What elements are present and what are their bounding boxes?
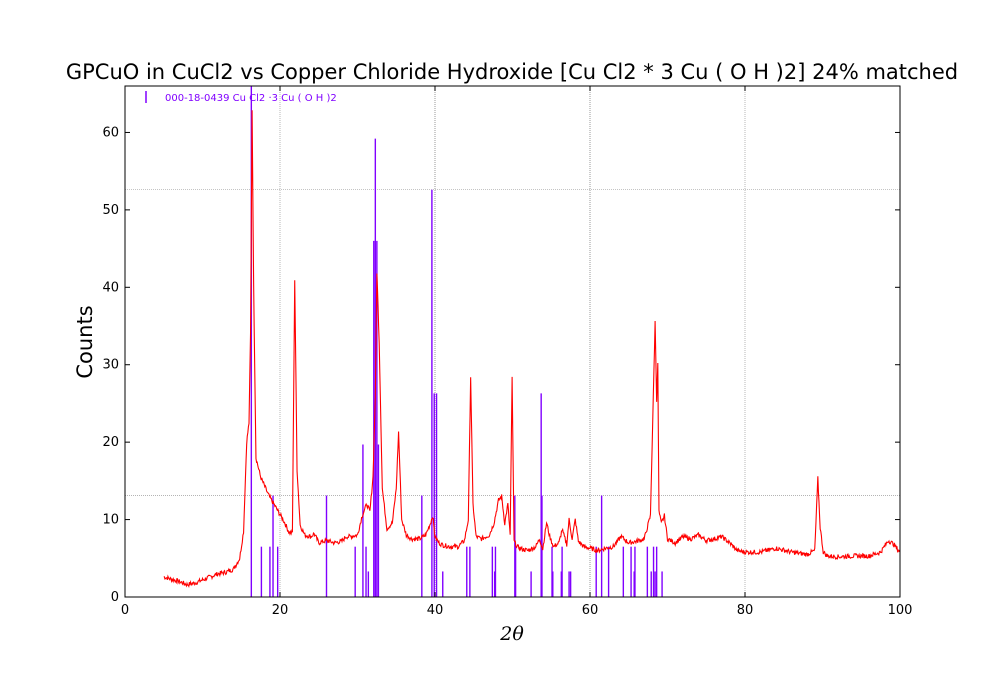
x-tick-label: 100 — [888, 603, 913, 618]
y-tick-label: 0 — [111, 590, 119, 605]
x-tick-label: 20 — [272, 603, 289, 618]
x-tick-label: 40 — [427, 603, 444, 618]
y-tick-label: 40 — [102, 280, 119, 295]
grid — [125, 86, 900, 597]
plot-frame — [124, 85, 901, 598]
y-tick-label: 20 — [102, 435, 119, 450]
x-tick-label: 80 — [737, 603, 754, 618]
chart-title: GPCuO in CuCl2 vs Copper Chloride Hydrox… — [66, 60, 958, 84]
y-tick-label: 30 — [102, 358, 119, 373]
y-tick-label: 50 — [102, 203, 119, 218]
axis-ticks: 0 20 40 60 80 100 0 10 20 30 40 50 60 — [102, 86, 912, 618]
measured-pattern-line — [163, 110, 901, 588]
x-tick-label: 60 — [582, 603, 599, 618]
legend: 000-18-0439 Cu Cl2 ·3 Cu ( O H )2 — [145, 91, 337, 104]
x-axis-label: 2θ — [499, 623, 524, 645]
y-tick-label: 60 — [102, 125, 119, 140]
x-tick-label: 0 — [121, 603, 129, 618]
reference-sticks — [250, 86, 663, 597]
legend-label: 000-18-0439 Cu Cl2 ·3 Cu ( O H )2 — [165, 93, 337, 104]
y-tick-label: 10 — [102, 513, 119, 528]
y-axis-label: Counts — [73, 305, 97, 378]
